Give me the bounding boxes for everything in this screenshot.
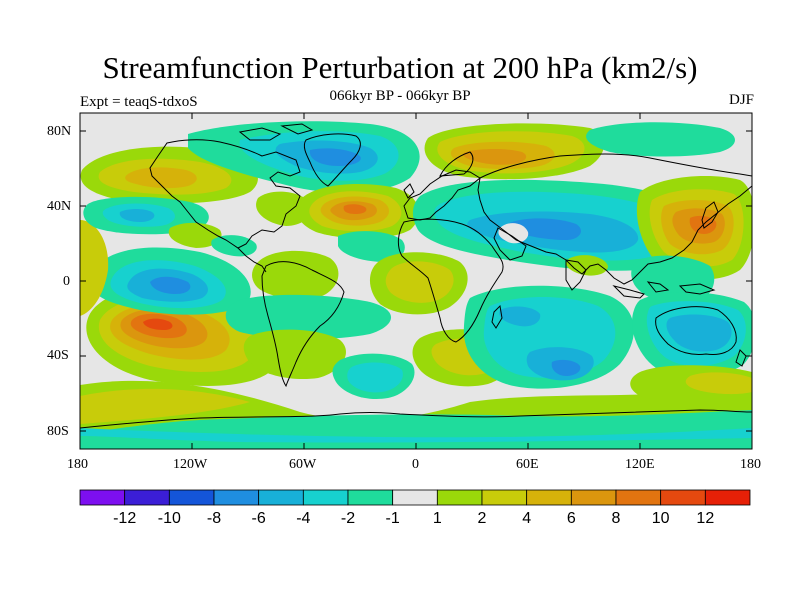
colorbar-label: -8 [207, 510, 221, 527]
lon-label-180e: 180 [740, 457, 761, 472]
colorbar-label: -1 [386, 510, 400, 527]
lon-label-60w: 60W [289, 457, 317, 472]
lat-label-80s: 80S [47, 424, 69, 439]
colorbar-labels: -12 -10 -8 -6 -4 -2 -1 1 2 4 6 8 10 12 [113, 510, 714, 527]
experiment-label: Expt = teaqS-tdxoS [80, 94, 198, 110]
coastlines [80, 123, 752, 429]
colorbar-label: 2 [478, 510, 487, 527]
colorbar-box [570, 489, 617, 506]
colorbar-box [436, 489, 483, 506]
colorbar-label: -12 [113, 510, 136, 527]
lat-label-eq: 0 [63, 274, 70, 289]
colorbar-box [213, 489, 260, 506]
colorbar-box [168, 489, 215, 506]
colorbar-label: -6 [252, 510, 266, 527]
colorbar-box [347, 489, 394, 506]
colorbar-label: -4 [296, 510, 310, 527]
axis-ticks [79, 113, 753, 449]
colorbar-box [258, 489, 304, 506]
colorbar-box [481, 489, 528, 506]
colorbar-label: -10 [158, 510, 181, 527]
lon-label-120w: 120W [173, 457, 208, 472]
colorbar-label: 6 [567, 510, 576, 527]
colorbar-box [79, 489, 126, 506]
colorbar-label: 10 [652, 510, 670, 527]
colorbar-box [526, 489, 572, 506]
colorbar-label: 1 [433, 510, 442, 527]
colorbar-label: 4 [522, 510, 531, 527]
lon-label-120e: 120E [625, 457, 655, 472]
colorbar [79, 489, 751, 506]
lon-label-0: 0 [412, 457, 419, 472]
colorbar-label: 8 [612, 510, 621, 527]
colorbar-box [392, 489, 438, 506]
colorbar-label: -2 [341, 510, 355, 527]
colorbar-box [124, 489, 170, 506]
colorbar-box [704, 489, 751, 506]
plot-subtitle: 066kyr BP - 066kyr BP [329, 88, 471, 104]
colorbar-box [615, 489, 662, 506]
colorbar-box [660, 489, 706, 506]
colorbar-label: 12 [696, 510, 714, 527]
season-label: DJF [728, 92, 754, 108]
lat-label-80n: 80N [47, 124, 72, 139]
plot-title: Streamfunction Perturbation at 200 hPa (… [102, 50, 698, 85]
lat-label-40s: 40S [47, 348, 69, 363]
colorbar-box [302, 489, 349, 506]
lon-label-60e: 60E [516, 457, 539, 472]
lat-label-40n: 40N [47, 199, 72, 214]
contour-fields [80, 121, 752, 449]
lon-label-180w: 180 [67, 457, 88, 472]
